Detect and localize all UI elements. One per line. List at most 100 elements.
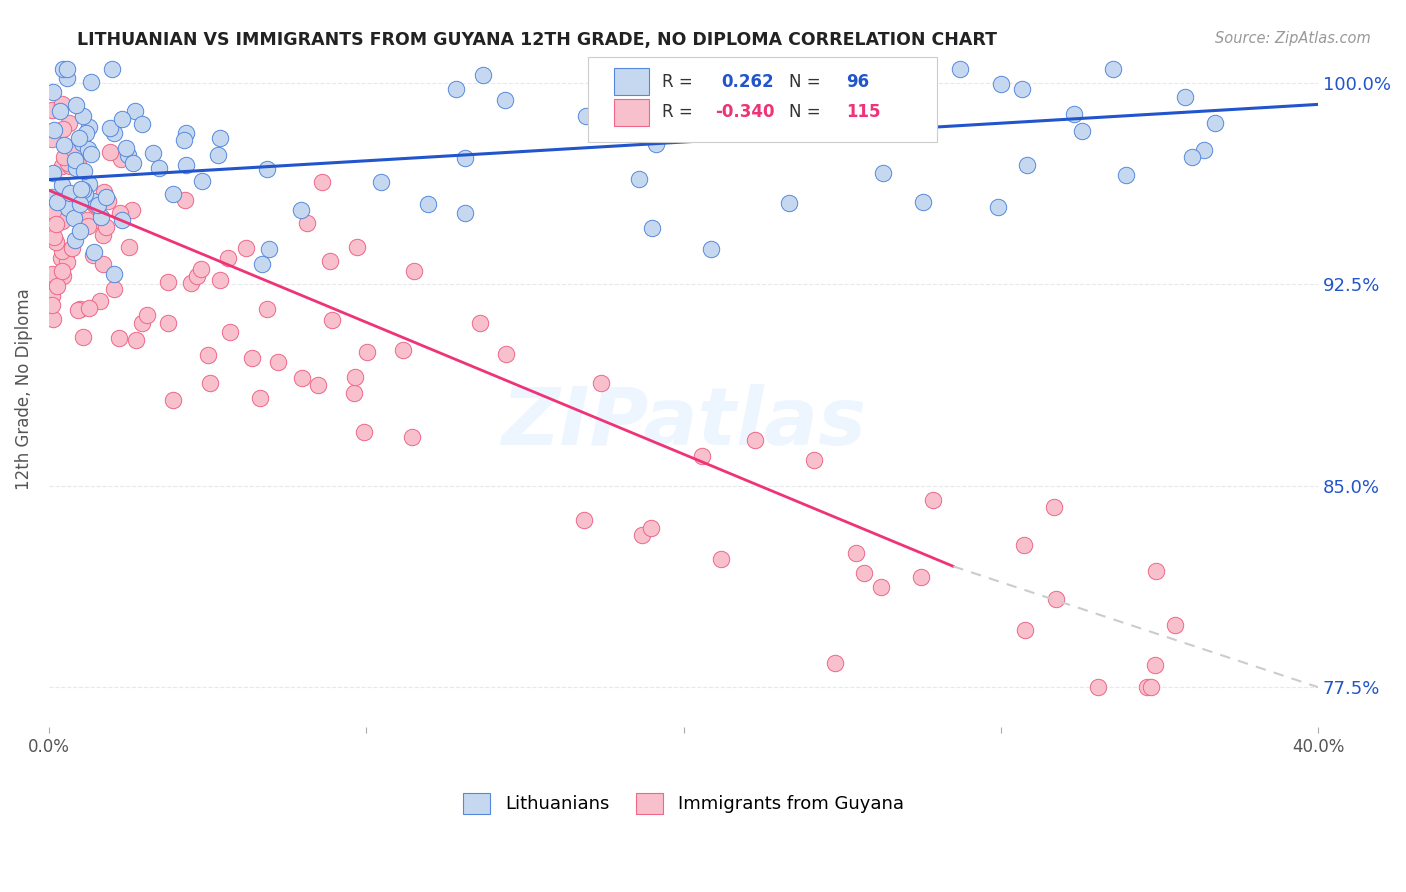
Point xyxy=(1042,500,1064,515)
Point xyxy=(1204,116,1226,130)
Point xyxy=(52,268,75,283)
Point xyxy=(591,376,613,391)
Point xyxy=(174,193,197,207)
Point xyxy=(41,312,63,326)
Point xyxy=(118,240,141,254)
Point xyxy=(575,109,598,123)
Point xyxy=(56,70,79,85)
Point xyxy=(343,385,366,400)
Text: R =: R = xyxy=(662,103,693,121)
Point xyxy=(824,656,846,670)
FancyBboxPatch shape xyxy=(614,99,650,126)
Point xyxy=(63,211,86,225)
Point xyxy=(80,147,103,161)
Point xyxy=(56,156,79,170)
Point xyxy=(131,117,153,131)
Point xyxy=(1045,591,1067,606)
Point xyxy=(209,130,232,145)
Point xyxy=(744,433,766,447)
Point xyxy=(257,242,280,256)
Point xyxy=(76,219,98,233)
Text: -0.340: -0.340 xyxy=(716,103,775,121)
Point xyxy=(83,197,105,211)
Point xyxy=(45,279,67,293)
Point xyxy=(657,62,679,77)
Point xyxy=(111,212,134,227)
Point xyxy=(700,242,723,256)
Point xyxy=(197,348,219,362)
Point xyxy=(110,152,132,166)
Point xyxy=(103,126,125,140)
Point xyxy=(41,267,63,281)
Point xyxy=(52,122,75,136)
Point xyxy=(156,316,179,330)
Point xyxy=(82,248,104,262)
Point xyxy=(83,244,105,259)
Point xyxy=(41,132,63,146)
Point xyxy=(494,93,516,107)
Point xyxy=(51,159,73,173)
Point xyxy=(911,194,934,209)
Point xyxy=(295,216,318,230)
Point xyxy=(627,171,650,186)
Point xyxy=(58,201,80,215)
Point xyxy=(76,213,98,227)
Point xyxy=(710,552,733,566)
Point xyxy=(256,161,278,176)
Point xyxy=(110,112,132,126)
Point xyxy=(1070,124,1092,138)
Point xyxy=(86,197,108,211)
Point xyxy=(267,355,290,369)
Point xyxy=(1181,150,1204,164)
Point xyxy=(55,247,77,261)
FancyBboxPatch shape xyxy=(614,68,650,95)
Point xyxy=(108,331,131,345)
Point xyxy=(922,493,945,508)
Point xyxy=(1115,168,1137,182)
Point xyxy=(52,137,75,152)
Point xyxy=(73,187,96,202)
Point xyxy=(42,229,65,244)
Point xyxy=(131,316,153,330)
Point xyxy=(60,210,83,224)
Point xyxy=(77,301,100,315)
Point xyxy=(46,195,69,210)
Text: 96: 96 xyxy=(846,73,869,91)
Point xyxy=(162,186,184,201)
Point xyxy=(291,371,314,385)
Point xyxy=(240,351,263,365)
Point xyxy=(869,580,891,594)
Point xyxy=(136,309,159,323)
Point xyxy=(98,120,121,135)
Point xyxy=(75,127,97,141)
Point xyxy=(346,240,368,254)
Text: R =: R = xyxy=(662,73,693,91)
Point xyxy=(987,200,1010,214)
Point xyxy=(117,148,139,162)
Point xyxy=(45,217,67,231)
Point xyxy=(56,62,79,77)
Point xyxy=(65,161,87,175)
Point xyxy=(311,175,333,189)
Text: 0.262: 0.262 xyxy=(721,73,775,91)
Point xyxy=(72,109,94,123)
Point xyxy=(1144,658,1167,673)
Point xyxy=(190,261,212,276)
Point xyxy=(62,143,84,157)
Point xyxy=(641,220,664,235)
Point xyxy=(495,347,517,361)
Point xyxy=(59,186,82,200)
Point xyxy=(353,425,375,439)
Point xyxy=(70,136,93,150)
Point xyxy=(49,104,72,119)
Point xyxy=(1014,623,1036,637)
Point xyxy=(121,202,143,217)
Point xyxy=(845,546,868,560)
Point xyxy=(53,150,76,164)
Point xyxy=(191,174,214,188)
Point xyxy=(1012,538,1035,552)
Point xyxy=(778,196,800,211)
Point xyxy=(65,153,87,167)
Legend: Lithuanians, Immigrants from Guyana: Lithuanians, Immigrants from Guyana xyxy=(454,784,912,822)
Point xyxy=(45,235,67,250)
